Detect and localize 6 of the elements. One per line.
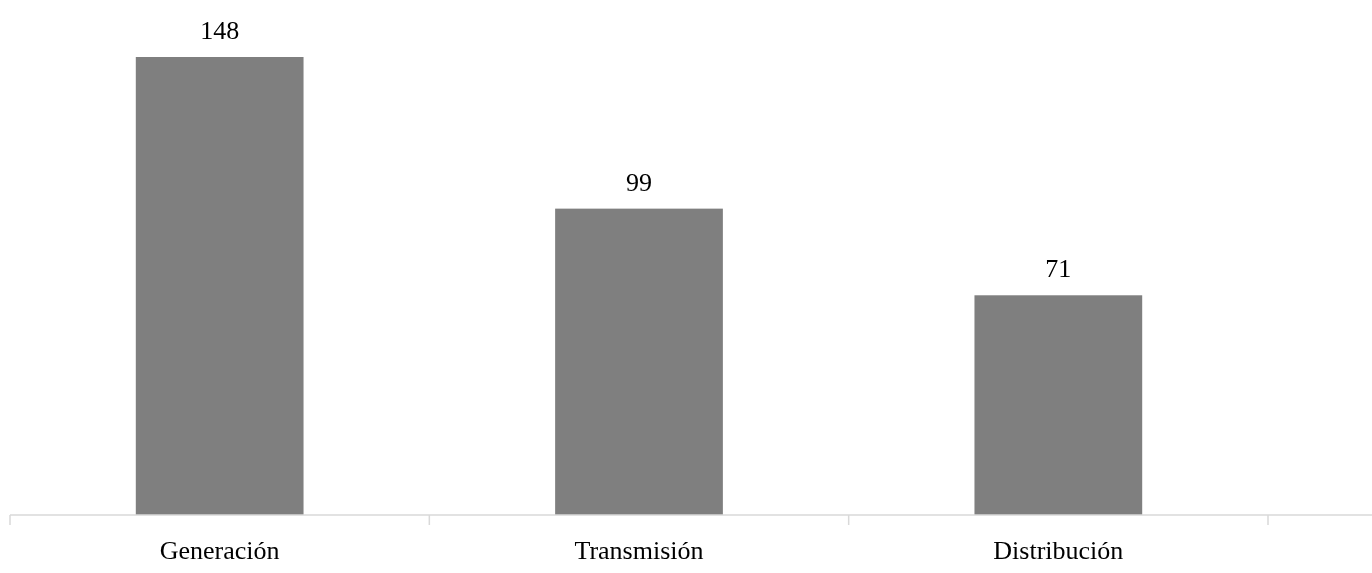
x-tick-label: Transmisión <box>574 536 704 565</box>
data-label: 148 <box>200 16 240 45</box>
data-label: 99 <box>626 167 652 197</box>
x-tick-label: Distribución <box>993 536 1124 565</box>
x-tick-label: Generación <box>159 536 280 565</box>
data-label: 71 <box>1045 254 1072 284</box>
